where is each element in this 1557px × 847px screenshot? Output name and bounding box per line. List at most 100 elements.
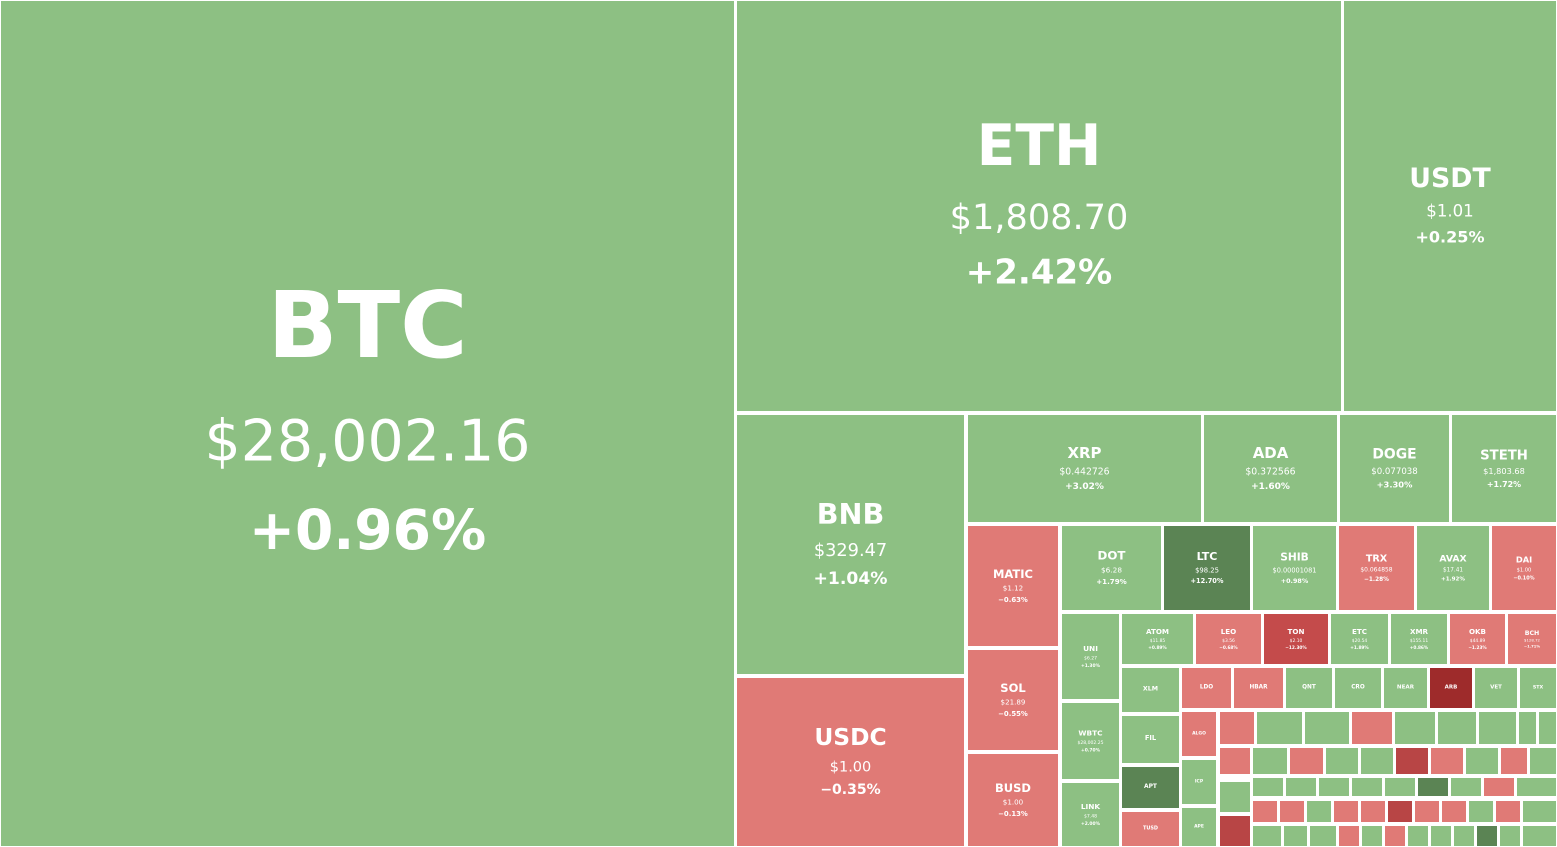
symbol: ARB	[1445, 684, 1458, 690]
small-tile	[1317, 776, 1351, 798]
tile: TRX $0.064858 −1.28%	[1337, 524, 1416, 612]
tile-background	[1342, 0, 1557, 413]
small-tile	[1515, 776, 1557, 798]
tile-background	[1450, 413, 1557, 524]
small-tile	[1350, 776, 1384, 798]
symbol: USDT	[1409, 163, 1491, 194]
tile: APT	[1120, 765, 1181, 810]
tile-background	[1251, 524, 1338, 612]
symbol: XMR	[1410, 627, 1429, 636]
tile: STX	[1518, 666, 1557, 710]
tile: BCH$128.72 −1.71%	[1506, 612, 1557, 666]
change: +1.30%	[1081, 663, 1101, 669]
tile: OKB $44.89−1.23%	[1448, 612, 1507, 666]
tile-background	[1333, 666, 1383, 710]
small-tile	[1537, 710, 1557, 746]
tile: USDC $1.00 −0.35%	[735, 676, 966, 847]
price: $0.442726	[1059, 466, 1109, 477]
tile: ICP	[1180, 758, 1218, 806]
tile: SOL $21.89 −0.55%	[966, 648, 1060, 752]
symbol: APT	[1144, 784, 1157, 790]
price: $1.00	[1003, 798, 1024, 807]
tile: HBAR	[1232, 666, 1285, 710]
tile: AVAX $17.41 +1.92%	[1415, 524, 1491, 612]
tile-background	[966, 648, 1060, 752]
tile: BTC $28,002.16 +0.96%	[0, 0, 736, 847]
tile-background	[735, 676, 966, 847]
tile-background	[1506, 612, 1557, 666]
tile-background	[1060, 524, 1163, 612]
tile: BUSD $1.00 −0.13%	[966, 752, 1060, 847]
change: +3.02%	[1065, 482, 1104, 492]
tile: XLM	[1120, 666, 1181, 714]
small-tile	[1475, 824, 1499, 847]
small-tile	[1429, 824, 1453, 847]
tile-background	[1180, 758, 1218, 806]
tile-background	[1382, 666, 1429, 710]
price: $17.41	[1443, 568, 1463, 574]
small-tile	[1416, 776, 1450, 798]
tile: SHIB $0.00001081 +0.98%	[1251, 524, 1338, 612]
tile-background	[1329, 612, 1390, 666]
small-tile	[1218, 746, 1252, 776]
change: +12.70%	[1191, 577, 1224, 585]
change: +2.42%	[966, 252, 1112, 292]
small-tile	[1383, 776, 1417, 798]
small-tile	[1413, 799, 1441, 824]
price: $21.89	[1001, 698, 1026, 707]
change: +0.70%	[1081, 747, 1101, 753]
change: +0.96%	[249, 498, 486, 562]
small-tile	[1467, 799, 1495, 824]
price: $3.56	[1222, 638, 1235, 644]
small-tile	[1406, 824, 1430, 847]
price: $20.54	[1352, 638, 1368, 644]
price: $28,002.25	[1077, 740, 1103, 746]
tile: APE	[1180, 806, 1218, 847]
tile-background	[1120, 714, 1181, 765]
symbol: HBAR	[1249, 684, 1268, 690]
tile-background	[1338, 413, 1451, 524]
small-tile	[1251, 776, 1285, 798]
price: $6.27	[1084, 656, 1097, 662]
small-tile	[1288, 746, 1325, 776]
change: −0.35%	[820, 782, 880, 798]
small-tile	[1359, 799, 1387, 824]
symbol: DOGE	[1372, 447, 1416, 463]
small-tile	[1218, 814, 1252, 847]
tile: LEO $3.56−0.68%	[1194, 612, 1263, 666]
tile-background	[1180, 710, 1218, 758]
small-tile	[1218, 780, 1252, 814]
small-tile	[1517, 710, 1538, 746]
symbol: LINK	[1081, 802, 1101, 811]
tile: MATIC $1.12 −0.63%	[966, 524, 1060, 648]
tile-background	[1194, 612, 1263, 666]
symbol: ALGO	[1192, 731, 1206, 737]
change: −0.10%	[1513, 575, 1534, 581]
small-tile	[1251, 824, 1283, 847]
small-tile	[1499, 746, 1529, 776]
tile-background	[1162, 524, 1252, 612]
tile-background	[1262, 612, 1330, 666]
price: $0.077038	[1371, 467, 1417, 477]
tile-background	[1202, 413, 1339, 524]
change: +3.30%	[1377, 480, 1413, 490]
tile-background	[1120, 612, 1195, 666]
symbol: FIL	[1145, 734, 1157, 742]
tile-background	[966, 524, 1060, 648]
change: −1.71%	[1524, 645, 1540, 649]
tile-background	[1389, 612, 1449, 666]
change: +2.00%	[1081, 821, 1101, 827]
price: $329.47	[814, 541, 887, 561]
tile: LDO	[1180, 666, 1233, 710]
symbol: OKB	[1469, 627, 1486, 636]
tile: DOT $6.28 +1.79%	[1060, 524, 1163, 612]
tile-background	[735, 0, 1343, 413]
change: −1.23%	[1468, 645, 1487, 651]
symbol: TON	[1288, 627, 1305, 636]
small-tile	[1394, 746, 1430, 776]
symbol: SHIB	[1280, 550, 1309, 563]
tile-background	[1060, 781, 1121, 847]
change: −0.68%	[1219, 645, 1238, 651]
price: $98.25	[1195, 567, 1219, 575]
